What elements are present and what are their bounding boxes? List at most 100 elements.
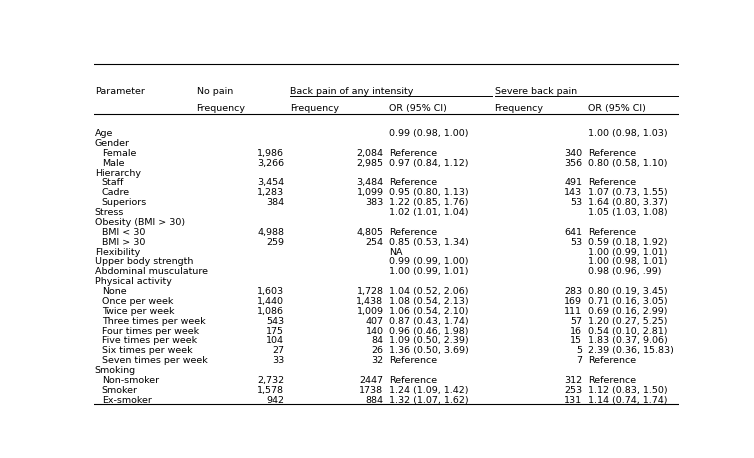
Text: 1.22 (0.85, 1.76): 1.22 (0.85, 1.76) <box>389 198 469 207</box>
Text: 1.12 (0.83, 1.50): 1.12 (0.83, 1.50) <box>588 386 667 395</box>
Text: 1.32 (1.07, 1.62): 1.32 (1.07, 1.62) <box>389 396 469 404</box>
Text: 543: 543 <box>266 316 284 326</box>
Text: 27: 27 <box>272 346 284 355</box>
Text: 143: 143 <box>564 188 582 197</box>
Text: Hierarchy: Hierarchy <box>95 169 141 178</box>
Text: 1,099: 1,099 <box>357 188 384 197</box>
Text: Male: Male <box>102 158 124 168</box>
Text: Stress: Stress <box>95 208 124 217</box>
Text: 884: 884 <box>366 396 384 404</box>
Text: 0.85 (0.53, 1.34): 0.85 (0.53, 1.34) <box>389 238 469 247</box>
Text: 7: 7 <box>576 356 582 365</box>
Text: Reference: Reference <box>389 356 437 365</box>
Text: OR (95% CI): OR (95% CI) <box>588 104 646 113</box>
Text: 942: 942 <box>266 396 284 404</box>
Text: Three times per week: Three times per week <box>102 316 206 326</box>
Text: 4,988: 4,988 <box>257 228 284 237</box>
Text: 0.71 (0.16, 3.05): 0.71 (0.16, 3.05) <box>588 297 667 306</box>
Text: Reference: Reference <box>389 149 437 158</box>
Text: Flexibility: Flexibility <box>95 247 140 256</box>
Text: 1,986: 1,986 <box>257 149 284 158</box>
Text: 4,805: 4,805 <box>357 228 384 237</box>
Text: 253: 253 <box>564 386 582 395</box>
Text: 2.39 (0.36, 15.83): 2.39 (0.36, 15.83) <box>588 346 674 355</box>
Text: 104: 104 <box>266 336 284 345</box>
Text: Cadre: Cadre <box>102 188 130 197</box>
Text: Severe back pain: Severe back pain <box>495 87 577 96</box>
Text: BMI < 30: BMI < 30 <box>102 228 146 237</box>
Text: 131: 131 <box>564 396 582 404</box>
Text: 1,009: 1,009 <box>357 307 384 316</box>
Text: 356: 356 <box>564 158 582 168</box>
Text: 0.87 (0.43, 1.74): 0.87 (0.43, 1.74) <box>389 316 469 326</box>
Text: 1.64 (0.80, 3.37): 1.64 (0.80, 3.37) <box>588 198 668 207</box>
Text: 140: 140 <box>366 327 384 336</box>
Text: Four times per week: Four times per week <box>102 327 199 336</box>
Text: 407: 407 <box>366 316 384 326</box>
Text: 0.80 (0.58, 1.10): 0.80 (0.58, 1.10) <box>588 158 667 168</box>
Text: 1,438: 1,438 <box>357 297 384 306</box>
Text: Seven times per week: Seven times per week <box>102 356 207 365</box>
Text: 15: 15 <box>570 336 582 345</box>
Text: 0.99 (0.98, 1.00): 0.99 (0.98, 1.00) <box>389 129 469 138</box>
Text: Back pain of any intensity: Back pain of any intensity <box>290 87 413 96</box>
Text: 0.80 (0.19, 3.45): 0.80 (0.19, 3.45) <box>588 287 667 296</box>
Text: Frequency: Frequency <box>495 104 544 113</box>
Text: 340: 340 <box>564 149 582 158</box>
Text: Frequency: Frequency <box>290 104 339 113</box>
Text: Reference: Reference <box>588 149 636 158</box>
Text: 1,578: 1,578 <box>257 386 284 395</box>
Text: Gender: Gender <box>95 139 130 148</box>
Text: 1738: 1738 <box>360 386 384 395</box>
Text: 0.54 (0.10, 2.81): 0.54 (0.10, 2.81) <box>588 327 667 336</box>
Text: Upper body strength: Upper body strength <box>95 257 193 267</box>
Text: Reference: Reference <box>588 376 636 385</box>
Text: 1.07 (0.73, 1.55): 1.07 (0.73, 1.55) <box>588 188 667 197</box>
Text: Reference: Reference <box>588 178 636 187</box>
Text: 1.36 (0.50, 3.69): 1.36 (0.50, 3.69) <box>389 346 469 355</box>
Text: Reference: Reference <box>389 228 437 237</box>
Text: 84: 84 <box>372 336 384 345</box>
Text: 2,084: 2,084 <box>357 149 384 158</box>
Text: Once per week: Once per week <box>102 297 173 306</box>
Text: 1.24 (1.09, 1.42): 1.24 (1.09, 1.42) <box>389 386 469 395</box>
Text: 2,732: 2,732 <box>257 376 284 385</box>
Text: 26: 26 <box>372 346 384 355</box>
Text: 53: 53 <box>570 238 582 247</box>
Text: Staff: Staff <box>102 178 124 187</box>
Text: 0.59 (0.18, 1.92): 0.59 (0.18, 1.92) <box>588 238 667 247</box>
Text: Superiors: Superiors <box>102 198 147 207</box>
Text: None: None <box>102 287 127 296</box>
Text: 32: 32 <box>372 356 384 365</box>
Text: Non-smoker: Non-smoker <box>102 376 159 385</box>
Text: Twice per week: Twice per week <box>102 307 174 316</box>
Text: 283: 283 <box>564 287 582 296</box>
Text: Female: Female <box>102 149 136 158</box>
Text: Reference: Reference <box>389 376 437 385</box>
Text: 1.20 (0.27, 5.25): 1.20 (0.27, 5.25) <box>588 316 667 326</box>
Text: 3,454: 3,454 <box>257 178 284 187</box>
Text: Ex-smoker: Ex-smoker <box>102 396 152 404</box>
Text: 33: 33 <box>272 356 284 365</box>
Text: 0.95 (0.80, 1.13): 0.95 (0.80, 1.13) <box>389 188 469 197</box>
Text: 1.14 (0.74, 1.74): 1.14 (0.74, 1.74) <box>588 396 667 404</box>
Text: 259: 259 <box>266 238 284 247</box>
Text: 0.99 (0.99, 1.00): 0.99 (0.99, 1.00) <box>389 257 469 267</box>
Text: 57: 57 <box>570 316 582 326</box>
Text: Five times per week: Five times per week <box>102 336 197 345</box>
Text: 111: 111 <box>564 307 582 316</box>
Text: Smoker: Smoker <box>102 386 138 395</box>
Text: 2,985: 2,985 <box>357 158 384 168</box>
Text: Reference: Reference <box>588 228 636 237</box>
Text: 5: 5 <box>576 346 582 355</box>
Text: 3,266: 3,266 <box>257 158 284 168</box>
Text: Reference: Reference <box>588 356 636 365</box>
Text: Parameter: Parameter <box>95 87 145 96</box>
Text: 0.96 (0.46, 1.98): 0.96 (0.46, 1.98) <box>389 327 469 336</box>
Text: Abdominal musculature: Abdominal musculature <box>95 267 208 276</box>
Text: 384: 384 <box>266 198 284 207</box>
Text: 641: 641 <box>564 228 582 237</box>
Text: NA: NA <box>389 247 403 256</box>
Text: 1,086: 1,086 <box>257 307 284 316</box>
Text: 1.02 (1.01, 1.04): 1.02 (1.01, 1.04) <box>389 208 469 217</box>
